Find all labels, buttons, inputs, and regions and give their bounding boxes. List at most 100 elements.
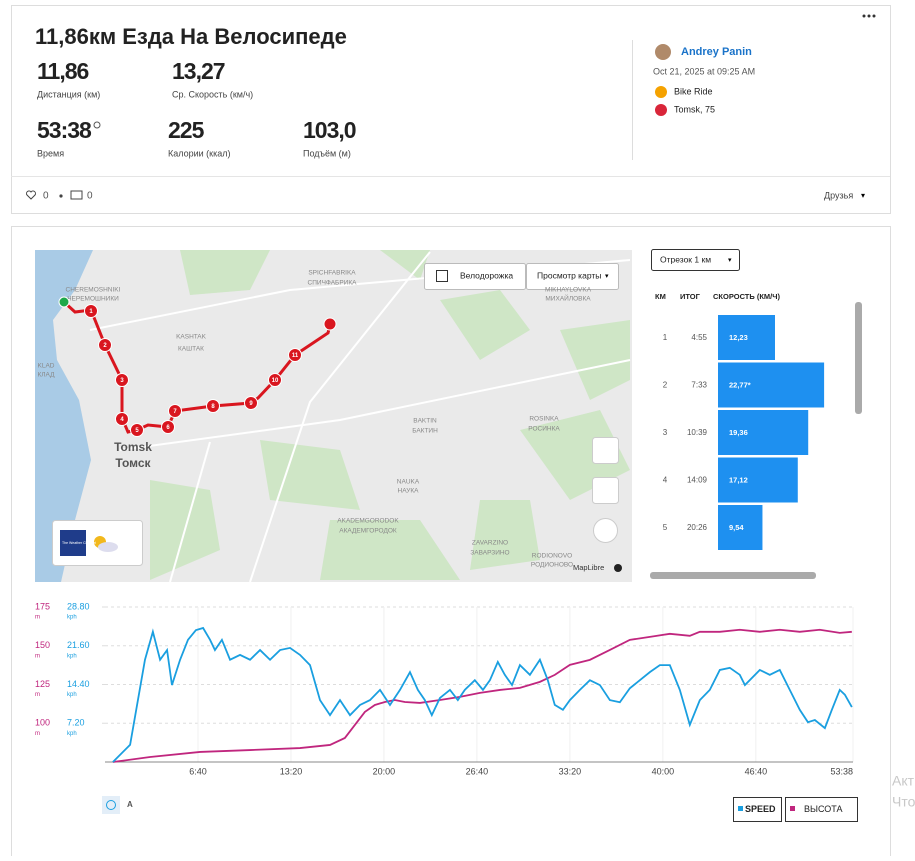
separator: [59, 194, 63, 198]
y-tick-label: 14.40: [67, 679, 90, 689]
column-header: ИТОГ: [680, 292, 701, 301]
y-tick-label: 28.80: [67, 601, 90, 611]
stat-value: 103,0: [303, 117, 356, 143]
map-label: ЧЕРЕМОШНИКИ: [67, 296, 119, 303]
km-marker-label: 4: [120, 417, 124, 423]
km-marker-label: 6: [166, 425, 170, 431]
km-marker: [168, 404, 182, 418]
info-icon[interactable]: [614, 564, 622, 572]
split-speed: 12,23: [729, 333, 748, 342]
map-label: BAKTIN: [413, 418, 437, 425]
map-label: ЗАВАРЗИНО: [470, 550, 509, 557]
x-tick-label: 6:40: [189, 766, 207, 776]
comment-icon[interactable]: [70, 190, 83, 200]
legend-swatch: [790, 806, 795, 811]
stat-label: Дистанция (км): [37, 89, 100, 99]
stat-value: 225: [168, 117, 205, 143]
stat-value: 11,86: [37, 58, 88, 84]
stat-label: Ср. Скорость (км/ч): [172, 89, 253, 99]
map-label: ROSINKA: [529, 416, 559, 423]
scrollbar-v[interactable]: [855, 302, 862, 414]
attribution: MapLibre: [573, 563, 604, 572]
map-view-button[interactable]: [526, 263, 619, 290]
km-marker: [244, 396, 258, 410]
fullscreen-button[interactable]: [592, 437, 619, 464]
caret: ▾: [861, 191, 865, 200]
split-speed: 9,54: [729, 523, 744, 532]
split-bar: [718, 362, 825, 408]
map-label: НАУКА: [398, 488, 420, 495]
kudos-icon[interactable]: [26, 190, 36, 200]
split-time: 7:33: [691, 381, 707, 390]
km-marker: [206, 399, 220, 413]
x-tick-label: 46:40: [745, 766, 768, 776]
split-time: 20:26: [687, 523, 708, 532]
split-selector-label: Отрезок 1 км: [660, 254, 711, 264]
split-bar: [718, 410, 809, 455]
activity-title: 11,86км Езда На Велосипеде: [35, 24, 347, 49]
map-label: КАШТАК: [178, 346, 204, 353]
weather-icon: [98, 542, 118, 552]
map-label: ZAVARZINO: [472, 540, 508, 547]
recenter-button[interactable]: [592, 477, 619, 504]
split-selector[interactable]: [651, 249, 740, 271]
y-tick-label: 21.60: [67, 640, 90, 650]
bike-lane-toggle[interactable]: [424, 263, 526, 290]
y2-tick-label: 175: [35, 601, 50, 611]
map-label: KASHTAK: [176, 334, 207, 341]
y2-tick-label: 150: [35, 640, 50, 650]
activity-type: Bike Ride: [674, 86, 713, 96]
time-toggle[interactable]: [102, 796, 120, 814]
km-marker: [130, 423, 144, 437]
compass-button[interactable]: [593, 518, 618, 543]
stat-label: Подъём (м): [303, 148, 351, 158]
scrollbar-h[interactable]: [650, 572, 816, 579]
map-label: РОДИОНОВО: [531, 562, 573, 569]
y2-unit: m: [35, 653, 40, 659]
y-tick-label: 7.20: [67, 718, 85, 728]
km-marker-label: 11: [292, 353, 299, 359]
series-line: [112, 628, 852, 763]
km-marker-label: 3: [120, 378, 124, 384]
x-tick-label: 13:20: [280, 766, 303, 776]
parks: [150, 250, 630, 580]
split-speed: 17,12: [729, 475, 748, 484]
split-km: 2: [663, 381, 668, 390]
map-label: СПИЧФАБРИКА: [308, 280, 358, 287]
legend-label: ВЫСОТА: [804, 804, 842, 814]
km-marker-label: 9: [249, 401, 253, 407]
y2-tick-label: 125: [35, 679, 50, 689]
y-unit: kph: [67, 653, 77, 659]
legend-box[interactable]: [785, 797, 858, 822]
more-icon[interactable]: [862, 14, 876, 18]
column-header: СКОРОСТЬ (КМ/Ч): [713, 292, 781, 301]
avatar[interactable]: [655, 44, 671, 60]
km-marker-label: 10: [272, 378, 279, 384]
map-label: RODIONOVO: [532, 553, 572, 560]
activity-icon: [655, 86, 667, 98]
map-label: КЛАД: [37, 372, 55, 379]
map-label: Tomsk: [114, 440, 152, 454]
kudos-count: 0: [43, 191, 49, 202]
caret: ▾: [728, 257, 732, 264]
activity-date: Oct 21, 2025 at 09:25 AM: [653, 66, 755, 76]
stat-value: 53:38: [37, 117, 92, 143]
y2-unit: m: [35, 692, 40, 698]
map[interactable]: ▾ CHEREMOSHNIKI ЧЕРЕМОШНИКИ KASHTAK КАШТАК S…: [35, 250, 632, 583]
map-label: SPICHFABRIKA: [308, 270, 356, 277]
km-marker-label: 8: [211, 404, 215, 410]
watermark: Что: [892, 794, 915, 810]
series-line: [112, 626, 853, 763]
split-time: 4:55: [691, 333, 707, 342]
river: [35, 250, 93, 582]
stat-label: Калории (ккал): [168, 148, 231, 158]
checkbox[interactable]: [436, 270, 448, 282]
visibility: Друзья: [824, 190, 853, 200]
km-marker: [115, 412, 129, 426]
athlete-name: Andrey Panin: [681, 46, 752, 58]
column-header: КМ: [655, 292, 666, 301]
km-marker: [268, 373, 282, 387]
activity-card: [11, 5, 891, 214]
legend-label: SPEED: [745, 804, 776, 814]
